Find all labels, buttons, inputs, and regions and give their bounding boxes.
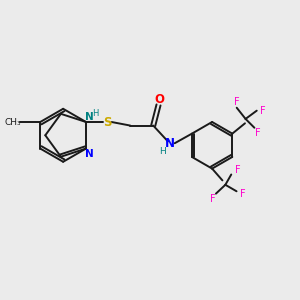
Text: O: O: [154, 93, 164, 106]
Text: F: F: [255, 128, 261, 138]
Text: CH₃: CH₃: [5, 118, 21, 127]
Text: N: N: [164, 137, 174, 150]
Text: H: H: [160, 147, 166, 156]
Text: F: F: [234, 98, 239, 107]
Text: F: F: [210, 194, 215, 204]
Text: N: N: [85, 112, 93, 122]
Text: S: S: [103, 116, 112, 128]
Text: F: F: [235, 165, 241, 175]
Text: F: F: [240, 189, 246, 199]
Text: F: F: [260, 106, 266, 116]
Text: H: H: [92, 109, 99, 118]
Text: N: N: [85, 149, 93, 159]
